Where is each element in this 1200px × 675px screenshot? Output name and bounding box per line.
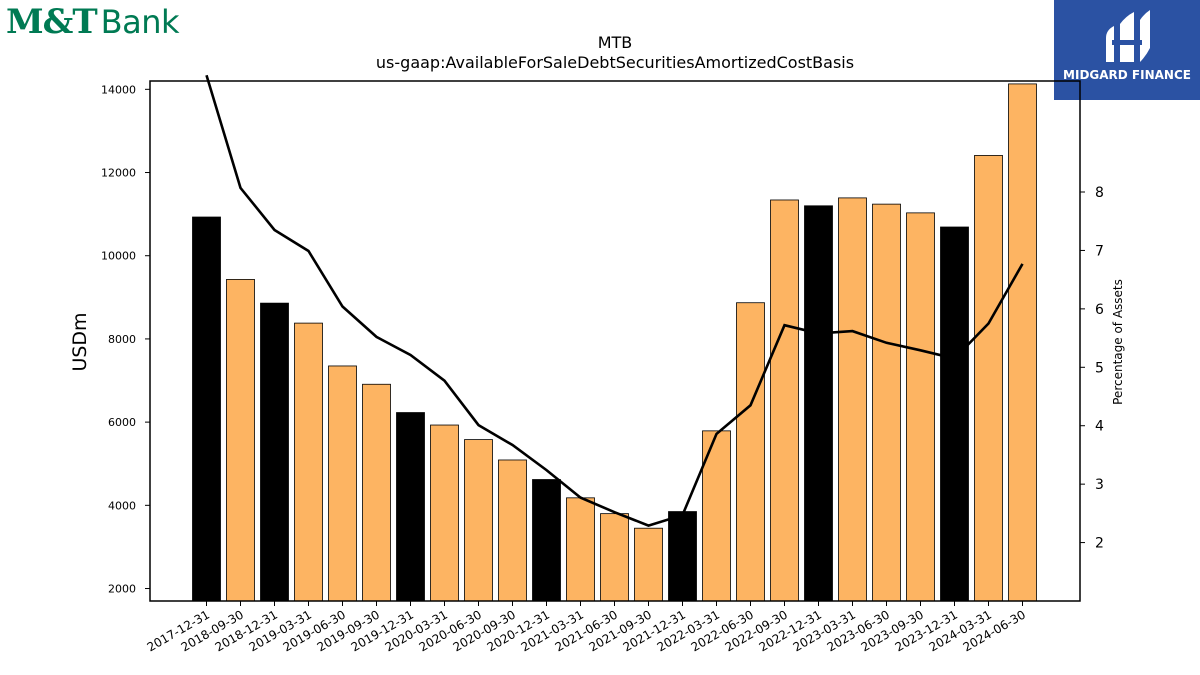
logo-mt-text: M&T <box>6 2 98 42</box>
y2-tick-label: 7 <box>1095 243 1104 259</box>
y-tick-label: 14000 <box>101 83 136 96</box>
y-tick-label: 8000 <box>108 333 136 346</box>
y-tick-label: 4000 <box>108 499 136 512</box>
y-axis-label: USDm <box>69 312 91 371</box>
bars-layer <box>192 83 1037 602</box>
logo-bank-text: Bank <box>100 3 180 41</box>
y2-tick-label: 2 <box>1095 536 1104 552</box>
bar-2022-09-30 <box>770 199 799 602</box>
bar-2019-03-31 <box>294 322 323 602</box>
y-tick-label: 2000 <box>108 583 136 596</box>
y-tick-label: 12000 <box>101 167 136 180</box>
y-tick-label: 6000 <box>108 416 136 429</box>
bar-2021-06-30 <box>600 513 629 602</box>
bar-2020-12-31 <box>532 479 561 602</box>
percentage-line <box>205 74 1024 527</box>
bar-2020-03-31 <box>430 424 459 602</box>
line-layer <box>205 74 1024 527</box>
bar-2018-12-31 <box>260 302 289 602</box>
bar-2023-06-30 <box>872 203 901 602</box>
y2-tick-label: 8 <box>1095 185 1104 201</box>
bar-2018-09-30 <box>226 279 255 602</box>
bar-2024-06-30 <box>1008 83 1037 602</box>
mt-bank-logo: M&T Bank <box>6 2 180 42</box>
bar-2017-12-31 <box>192 216 221 602</box>
midgard-finance-badge: MIDGARD FINANCE <box>1054 0 1200 100</box>
bar-2019-09-30 <box>362 383 391 602</box>
chart-title: MTB <box>598 33 633 52</box>
y2-tick-label: 4 <box>1095 419 1104 435</box>
bar-2022-06-30 <box>736 302 765 602</box>
y2-tick-label: 3 <box>1095 477 1104 493</box>
bar-2023-12-31 <box>940 226 969 602</box>
bar-2022-12-31 <box>804 205 833 602</box>
y-tick-label: 10000 <box>101 250 136 263</box>
chart-subtitle: us-gaap:AvailableForSaleDebtSecuritiesAm… <box>376 53 854 72</box>
y2-tick-label: 5 <box>1095 360 1104 376</box>
y2-axis-label: Percentage of Assets <box>1111 279 1125 405</box>
midgard-emblem-icon <box>1106 10 1150 62</box>
bar-2023-09-30 <box>906 212 935 602</box>
bar-2021-12-31 <box>668 511 697 602</box>
badge-label: MIDGARD FINANCE <box>1063 68 1191 82</box>
bar-2024-03-31 <box>974 155 1003 602</box>
bar-2021-03-31 <box>566 497 595 602</box>
bar-2020-09-30 <box>498 459 527 602</box>
bar-2021-09-30 <box>634 527 663 602</box>
bar-2020-06-30 <box>464 439 493 602</box>
y2-tick-label: 6 <box>1095 302 1104 318</box>
bar-2019-12-31 <box>396 412 425 602</box>
bar-2023-03-31 <box>838 197 867 602</box>
bar-2019-06-30 <box>328 365 357 602</box>
